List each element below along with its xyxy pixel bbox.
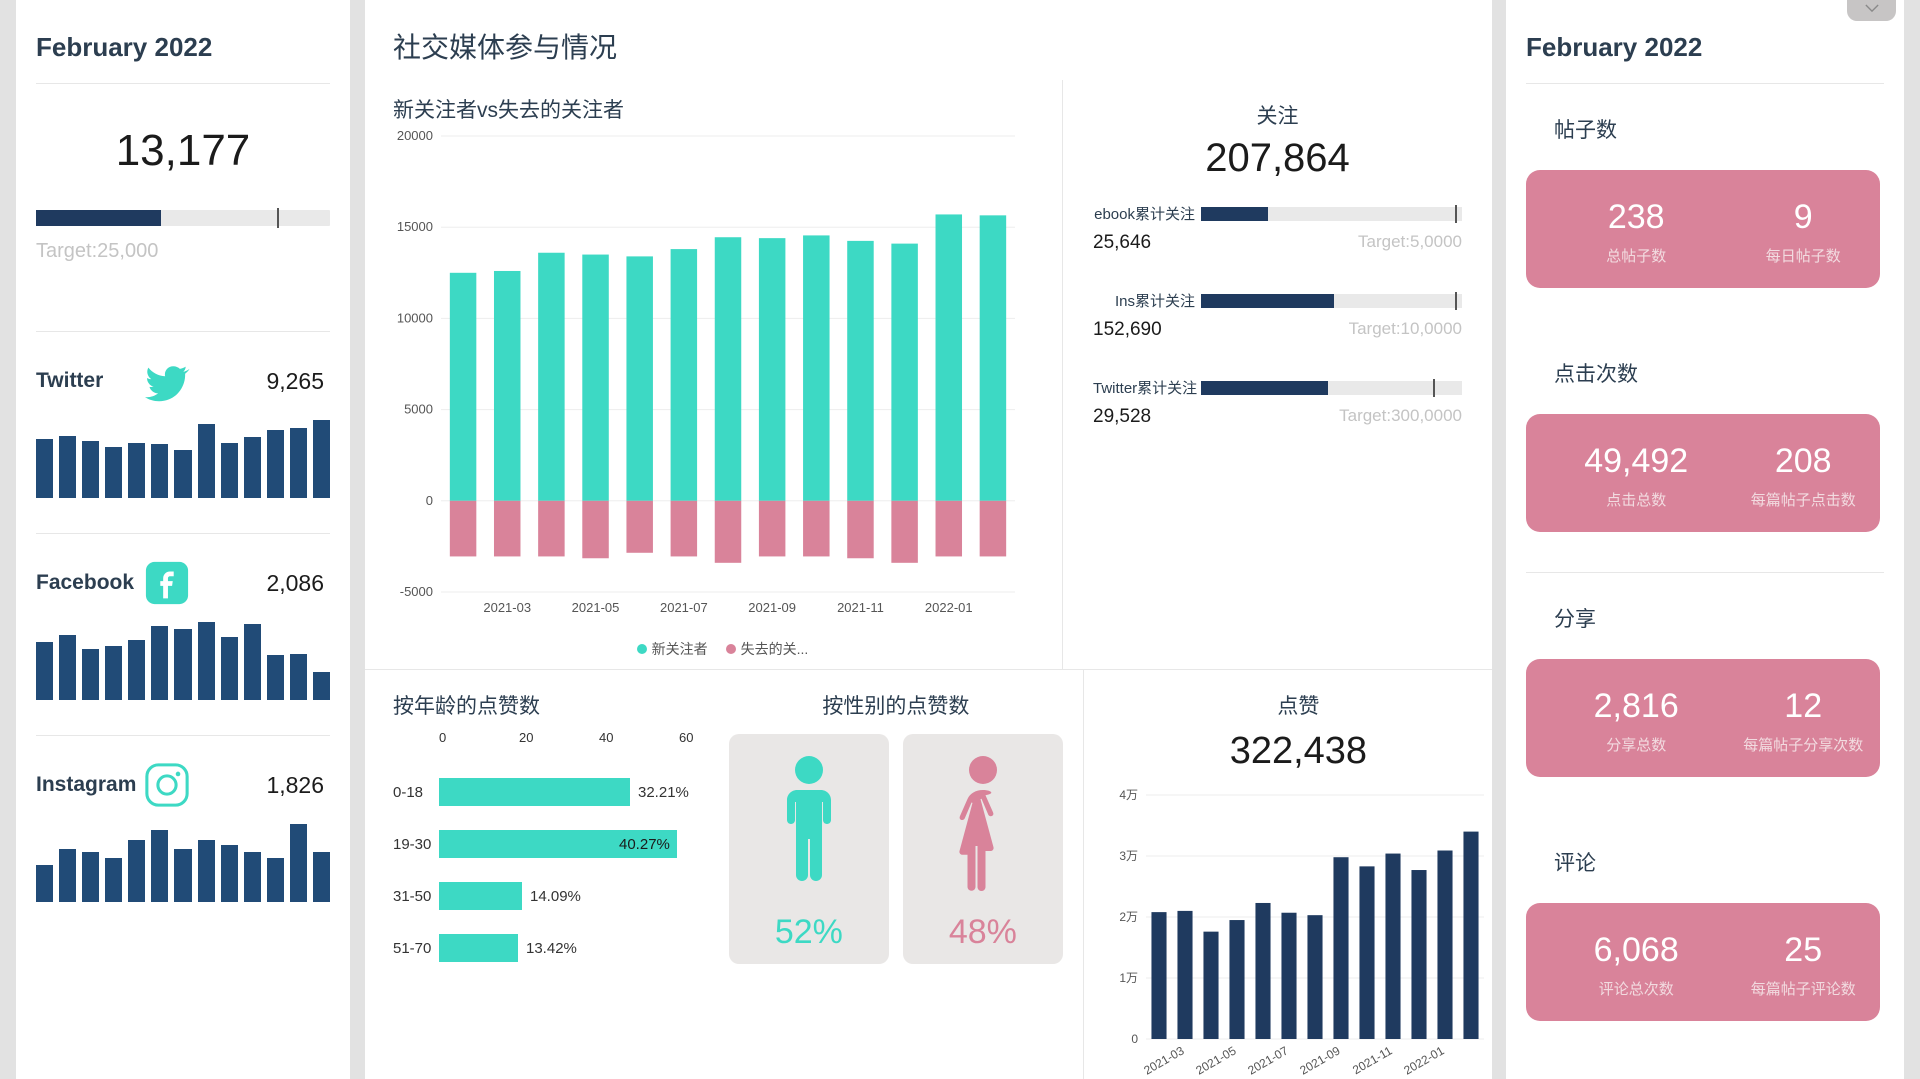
svg-text:2021-05: 2021-05 <box>1193 1043 1238 1077</box>
svg-text:2021-09: 2021-09 <box>748 600 796 615</box>
svg-text:10000: 10000 <box>397 310 433 325</box>
svg-text:-5000: -5000 <box>400 584 433 599</box>
svg-text:2021-11: 2021-11 <box>1350 1043 1395 1077</box>
svg-text:2021-09: 2021-09 <box>1297 1043 1342 1077</box>
svg-text:2021-11: 2021-11 <box>837 600 884 615</box>
svg-text:2021-03: 2021-03 <box>1141 1043 1186 1077</box>
svg-text:4万: 4万 <box>1119 789 1138 802</box>
svg-text:2022-01: 2022-01 <box>1401 1043 1446 1077</box>
svg-text:2021-07: 2021-07 <box>1245 1043 1290 1077</box>
svg-text:15000: 15000 <box>397 219 433 234</box>
svg-text:20000: 20000 <box>397 130 433 143</box>
svg-text:2021-07: 2021-07 <box>660 600 708 615</box>
svg-text:1万: 1万 <box>1119 971 1138 985</box>
svg-text:2022-01: 2022-01 <box>925 600 973 615</box>
svg-text:2万: 2万 <box>1119 910 1138 924</box>
svg-text:5000: 5000 <box>404 402 433 417</box>
svg-text:2021-03: 2021-03 <box>483 600 531 615</box>
svg-text:0: 0 <box>426 493 433 508</box>
svg-text:0: 0 <box>1131 1032 1138 1046</box>
svg-text:3万: 3万 <box>1119 849 1138 863</box>
svg-text:2021-05: 2021-05 <box>572 600 620 615</box>
